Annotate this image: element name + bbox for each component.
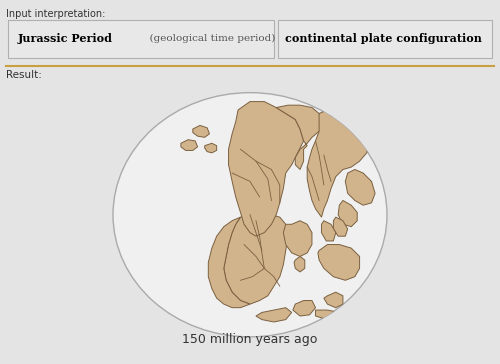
Polygon shape xyxy=(224,215,288,304)
Polygon shape xyxy=(316,310,340,320)
Polygon shape xyxy=(193,126,210,137)
Polygon shape xyxy=(338,201,357,227)
Text: Jurassic Period: Jurassic Period xyxy=(18,33,113,44)
Polygon shape xyxy=(208,217,250,308)
Text: Input interpretation:: Input interpretation: xyxy=(6,9,105,19)
Polygon shape xyxy=(276,105,324,170)
Polygon shape xyxy=(334,217,347,236)
Polygon shape xyxy=(204,143,216,153)
Polygon shape xyxy=(318,245,360,280)
Polygon shape xyxy=(284,221,312,257)
Text: 150 million years ago: 150 million years ago xyxy=(182,333,318,346)
Polygon shape xyxy=(294,257,305,272)
Text: Result:: Result: xyxy=(6,70,42,80)
FancyBboxPatch shape xyxy=(278,20,492,58)
Polygon shape xyxy=(181,140,198,150)
Text: (geological time period): (geological time period) xyxy=(142,34,275,43)
Polygon shape xyxy=(346,170,375,205)
Polygon shape xyxy=(322,221,336,241)
Polygon shape xyxy=(324,292,343,308)
Text: continental plate configuration: continental plate configuration xyxy=(285,33,482,44)
Polygon shape xyxy=(228,102,304,236)
Ellipse shape xyxy=(113,93,387,337)
Polygon shape xyxy=(293,301,316,316)
Polygon shape xyxy=(256,308,292,322)
Polygon shape xyxy=(307,110,369,217)
FancyBboxPatch shape xyxy=(8,20,274,58)
